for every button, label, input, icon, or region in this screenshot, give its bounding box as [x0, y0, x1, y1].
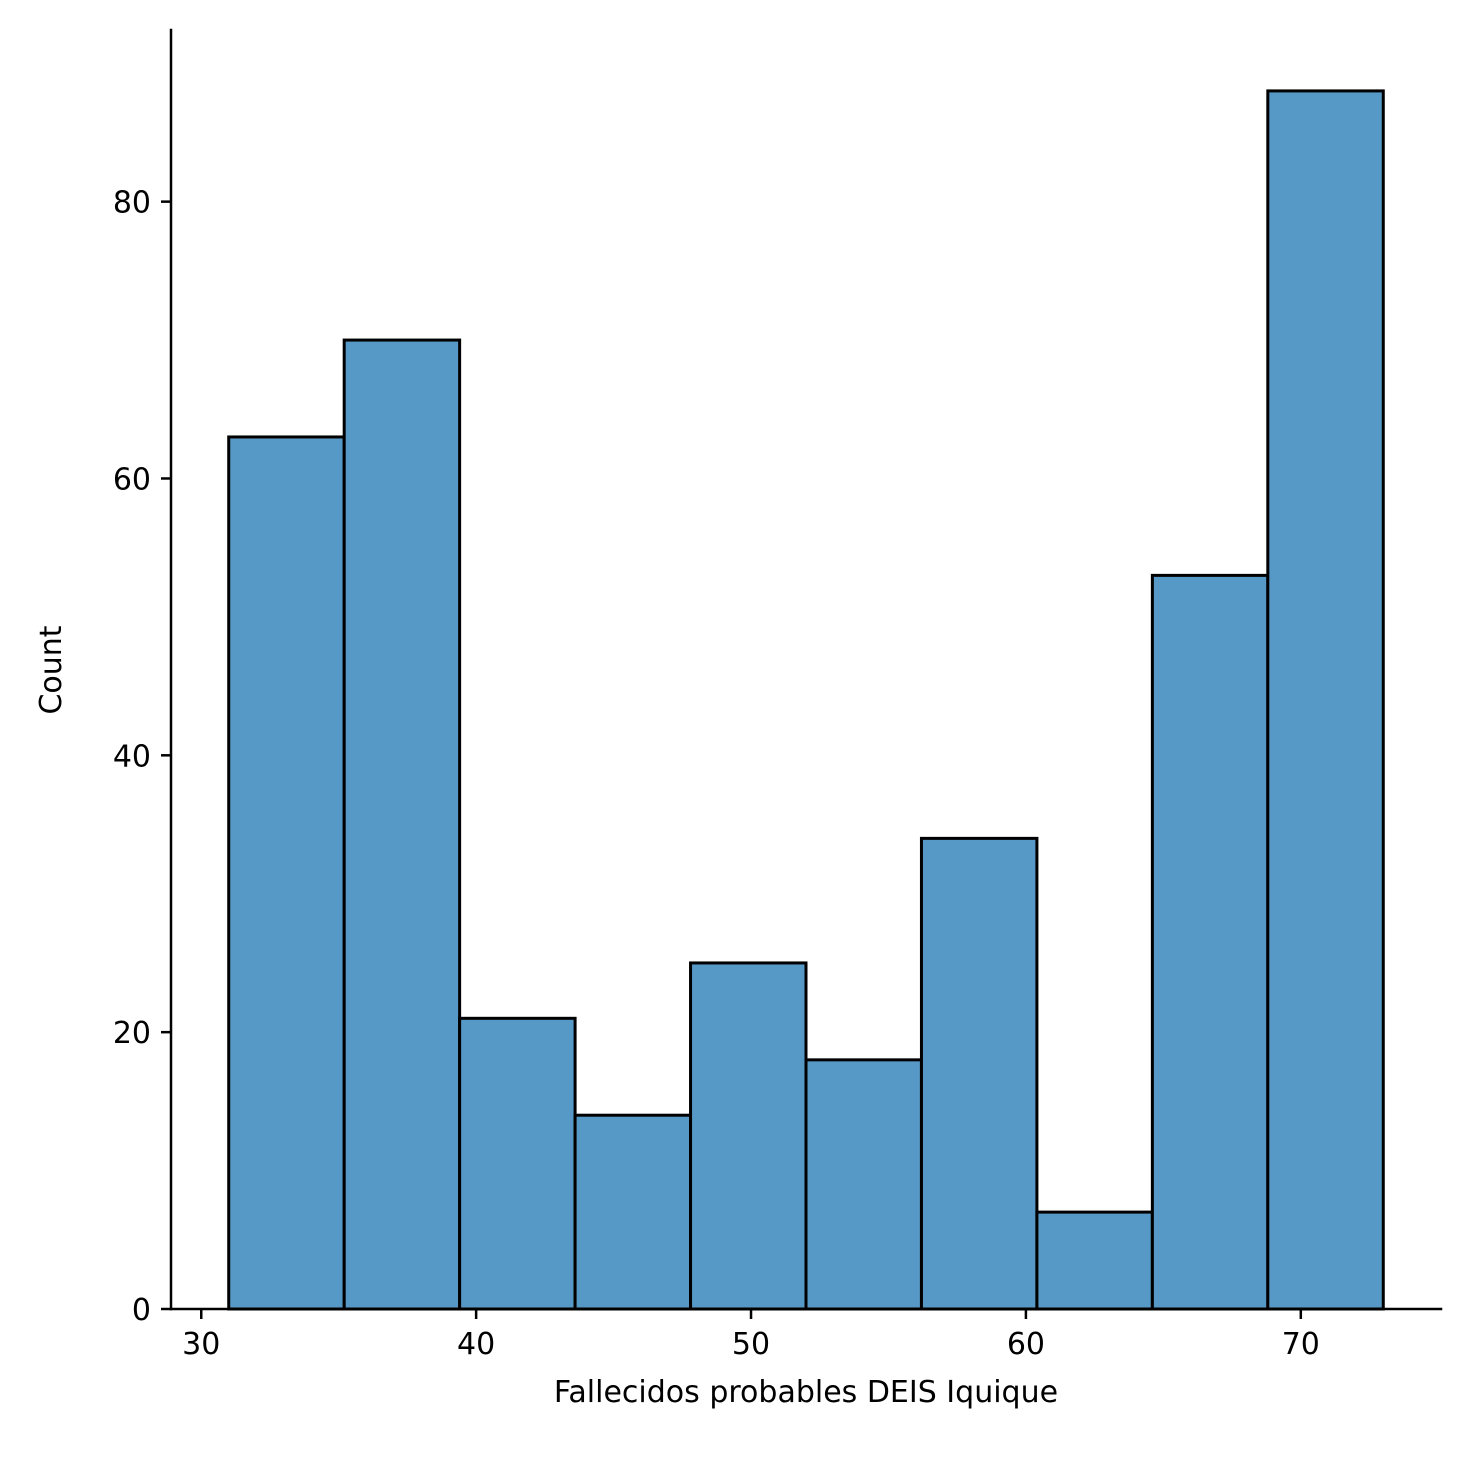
x-tick-label: 40 [457, 1327, 495, 1362]
histogram-bar [573, 1113, 693, 1311]
histogram-bar [689, 961, 808, 1311]
histogram-bar [804, 1058, 923, 1311]
y-tick-label: 80 [113, 186, 151, 221]
ticks-group: 30 40 50 60 70 0 20 40 60 80 [113, 186, 1320, 1362]
y-tick-label: 0 [132, 1293, 151, 1328]
x-axis-title: Fallecidos probables DEIS Iquique [554, 1375, 1058, 1410]
axes-group [169, 28, 1443, 1311]
histogram-bar [1035, 1210, 1154, 1311]
x-tick-label: 50 [732, 1327, 770, 1362]
histogram-bar [227, 435, 346, 1311]
x-tick-label: 60 [1007, 1327, 1045, 1362]
histogram-bar [342, 338, 462, 1311]
y-tick-label: 60 [113, 462, 151, 497]
y-tick-label: 20 [113, 1016, 151, 1051]
x-tick-label: 30 [182, 1327, 220, 1362]
x-tick-label: 70 [1282, 1327, 1320, 1362]
histogram-bar [458, 1016, 577, 1311]
bars-group [227, 89, 1385, 1311]
histogram-bar [1150, 573, 1270, 1311]
y-tick-label: 40 [113, 739, 151, 774]
histogram-bar [919, 836, 1039, 1311]
y-axis-title: Count [34, 625, 69, 714]
histogram-bar [1266, 89, 1385, 1311]
